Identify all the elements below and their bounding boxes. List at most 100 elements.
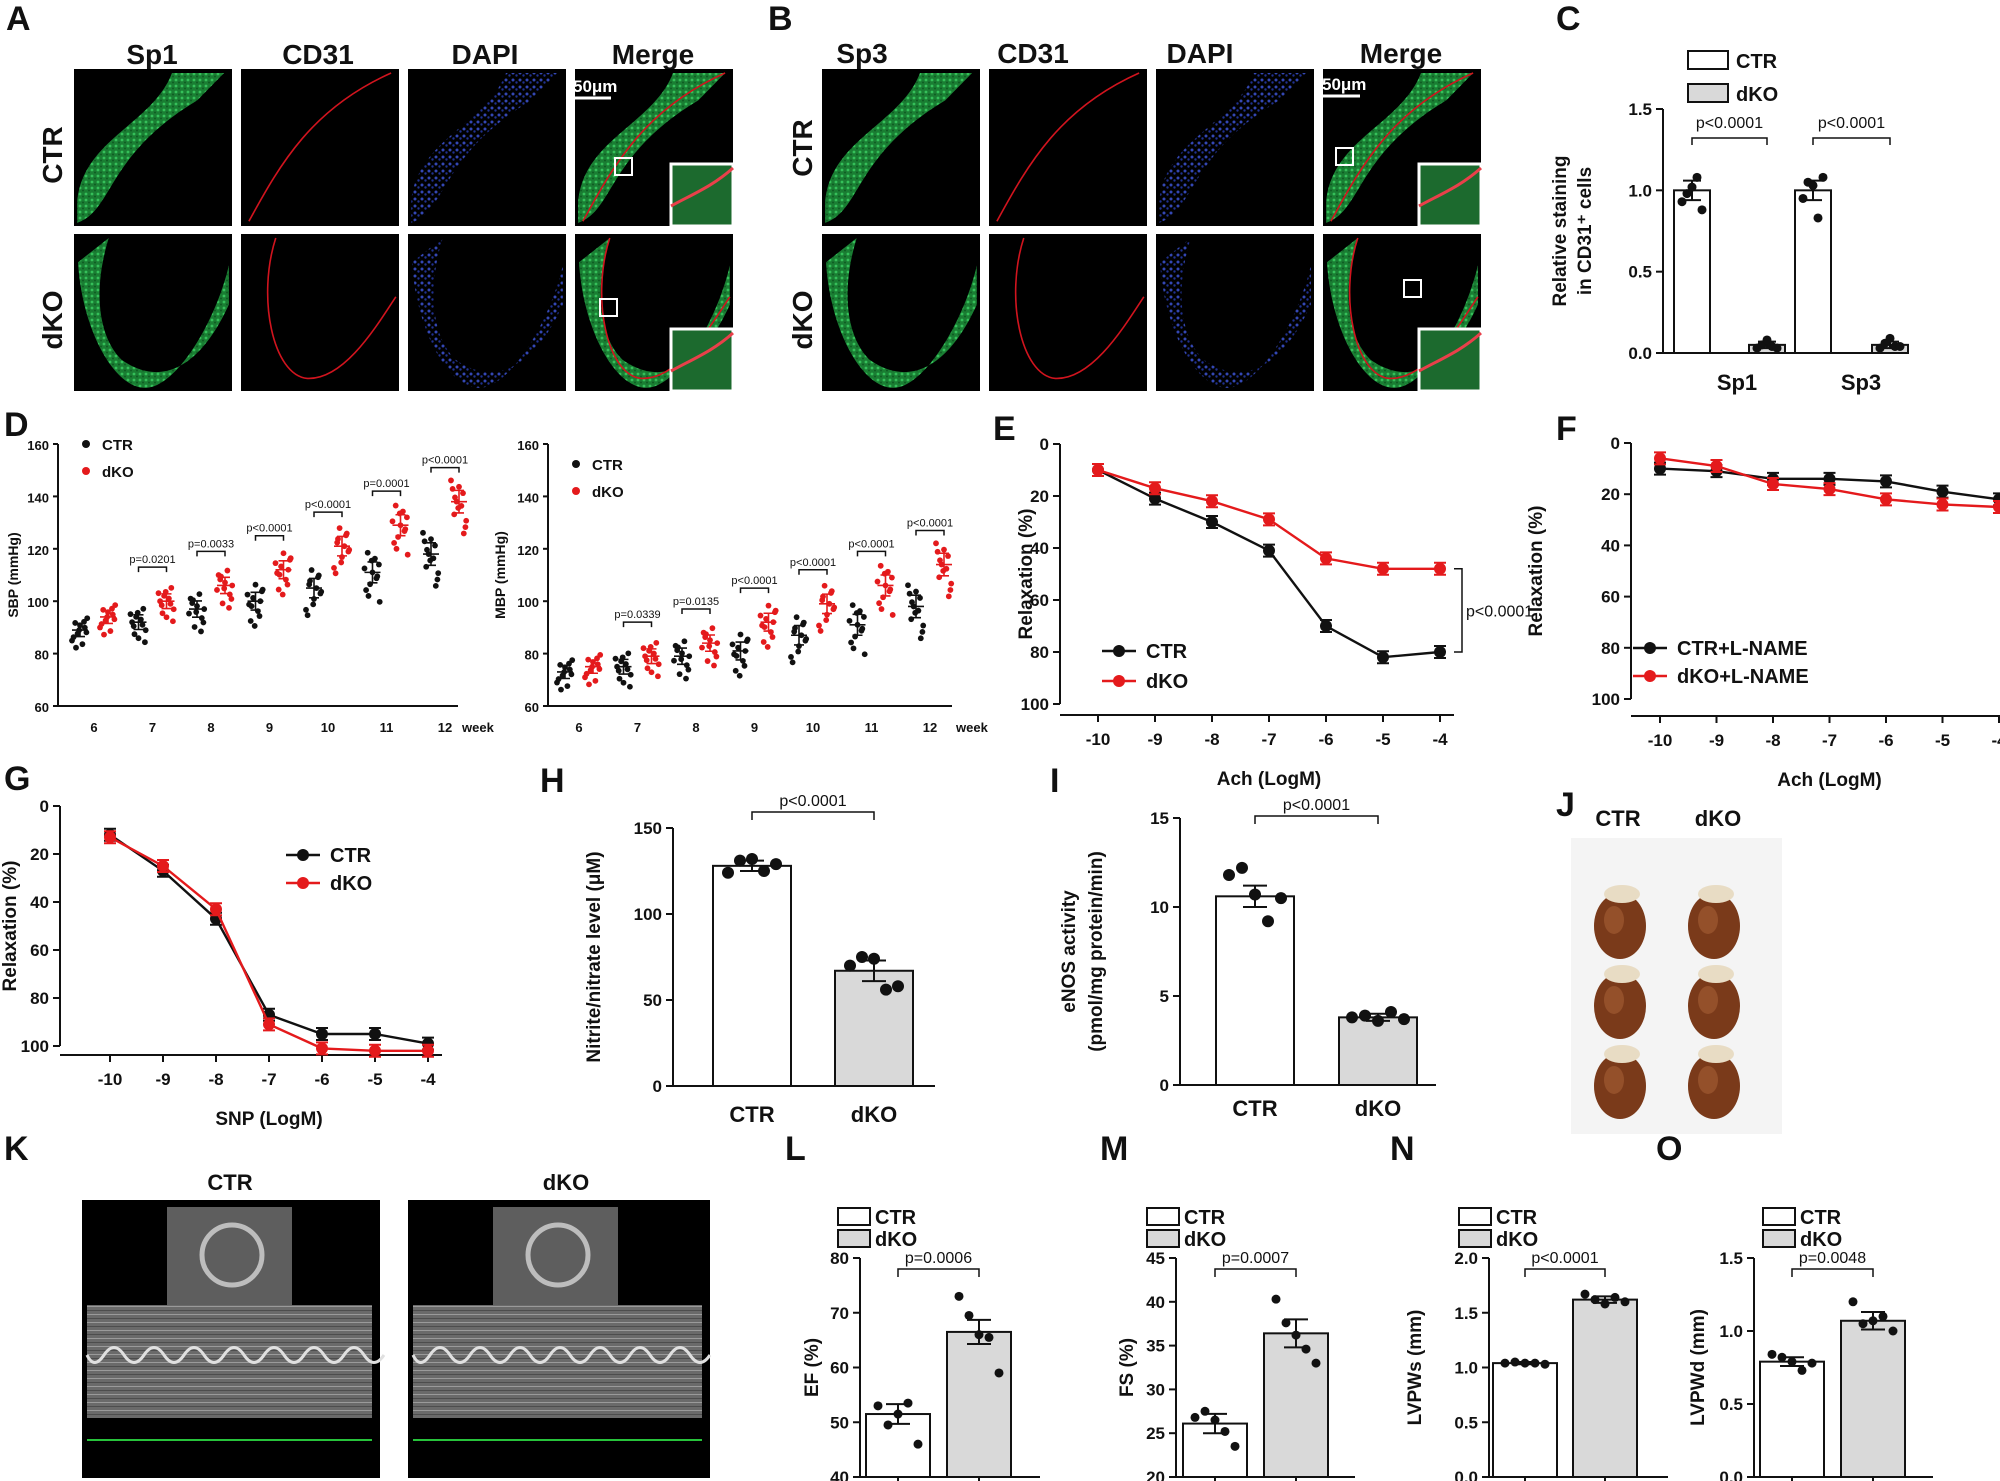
data-point-dko (338, 559, 345, 566)
significance-bracket (856, 550, 887, 557)
data-point-dko (583, 670, 590, 677)
y-axis-label: LVPWs (mm) (1405, 1310, 1426, 1426)
y-axis-label: Relaxation (%) (0, 861, 21, 992)
significance-bracket (1812, 137, 1891, 145)
x-tick-label: 9 (266, 720, 273, 735)
x-tick-label: -8 (1765, 731, 1780, 750)
green-tissue (78, 238, 229, 388)
legend-marker (297, 849, 309, 861)
panel-j-label-dko: dKO (1695, 806, 1741, 831)
cd31-endothelium (266, 237, 397, 380)
legend-label: CTR (1146, 641, 1188, 663)
data-point-ctr (247, 618, 254, 624)
data-point (1301, 1344, 1311, 1354)
data-point (1230, 1441, 1240, 1451)
y-tick-label: 1.0 (1454, 1359, 1478, 1378)
dapi-nuclei (1160, 238, 1311, 388)
x-tick-label: -9 (1147, 730, 1162, 749)
data-point-ctr (683, 675, 689, 682)
y-tick-label: 100 (634, 905, 662, 924)
heart-highlight (1698, 986, 1718, 1014)
data-point-dko (1654, 452, 1666, 465)
y-axis-label: EF (%) (802, 1338, 823, 1397)
data-point (734, 854, 746, 867)
y-tick-label: 40 (830, 1468, 849, 1481)
data-point (1275, 892, 1287, 905)
data-point-ctr (434, 576, 441, 583)
panel-letter-e: E (993, 410, 1016, 448)
data-point-ctr (850, 645, 857, 652)
data-point-dko (101, 631, 107, 638)
p-value-label: p<0.0001 (848, 538, 894, 550)
data-point-dko (878, 606, 885, 612)
data-point-ctr (729, 641, 736, 648)
data-point-dko (1823, 483, 1836, 496)
data-point-ctr (376, 561, 382, 568)
heart-atrium (1698, 965, 1734, 983)
data-point-ctr (623, 661, 629, 667)
data-point-dko (820, 593, 826, 600)
data-point-dko (1993, 501, 2000, 513)
mean-sem-dko (819, 593, 835, 615)
data-point-ctr (304, 612, 311, 619)
y-tick-label: 1.0 (1628, 181, 1652, 200)
data-point-dko (272, 560, 279, 567)
data-point (1359, 1009, 1371, 1022)
x-tick-label: -6 (1318, 730, 1333, 749)
panel-letter-g: G (4, 760, 30, 798)
legend-swatch-ctr (1762, 1207, 1796, 1226)
y-tick-label: 60 (1030, 591, 1049, 610)
x-axis-label: Ach (LogM) (1217, 769, 1321, 790)
y-tick-label: 0 (40, 797, 49, 816)
x-tick-label: 6 (90, 720, 97, 735)
y-tick-label: 100 (517, 595, 539, 610)
data-point (1885, 333, 1895, 343)
legend-dot-ctr (572, 460, 580, 468)
mean-sem-dko (760, 612, 777, 632)
data-point-ctr (685, 666, 692, 673)
panel-a-header-1: Sp1 (126, 39, 177, 70)
panel-b-header-1: Sp3 (836, 38, 887, 69)
mean-sem-ctr (674, 647, 690, 666)
y-tick-label: 80 (830, 1249, 849, 1268)
y-tick-label: 120 (27, 543, 49, 558)
legend-swatch-ctr (837, 1207, 871, 1226)
data-point (1590, 1295, 1600, 1305)
x-tick-label: -10 (98, 1070, 123, 1089)
data-point-dko (98, 621, 105, 627)
mean-sem-dko (392, 513, 409, 537)
significance-bracket (1454, 568, 1463, 653)
data-point (1767, 1349, 1777, 1359)
data-point-ctr (81, 624, 88, 631)
legend-label: dKO+L-NAME (1677, 666, 1809, 688)
data-point-dko (769, 634, 776, 640)
panel-b-header-2: CD31 (997, 38, 1069, 69)
data-point (1878, 1311, 1888, 1321)
y-tick-label: 0.5 (1628, 263, 1652, 282)
data-point-ctr (428, 536, 434, 543)
data-point-dko (889, 612, 896, 618)
legend-label: dKO (330, 873, 372, 895)
legend-dot-dko (572, 487, 580, 495)
data-point (1813, 213, 1823, 223)
data-point-dko (1767, 477, 1779, 490)
panel-a-images (74, 69, 735, 393)
mean-sem-dko (275, 560, 292, 580)
legend-label-dko: dKO (1496, 1229, 1538, 1251)
zoom-inset-vessel (1418, 166, 1483, 208)
zoom-inset-vessel (1418, 331, 1483, 373)
bar-dko (1840, 1319, 1906, 1479)
significance-bracket (430, 466, 460, 473)
panel-letter-d: D (4, 406, 29, 444)
cd31-endothelium (248, 72, 392, 222)
mean-sem-ctr (849, 613, 866, 637)
bar-ctr (712, 864, 792, 1088)
data-point (1580, 1289, 1590, 1299)
heart-atrium (1698, 1045, 1734, 1063)
data-point-dko (332, 570, 339, 577)
data-point-dko (1149, 482, 1161, 495)
y-axis-label: (pmol/mg protein/min) (1086, 851, 1107, 1052)
x-tick-label: -8 (1204, 730, 1219, 749)
data-point-dko (706, 643, 713, 650)
data-point (994, 1368, 1004, 1378)
